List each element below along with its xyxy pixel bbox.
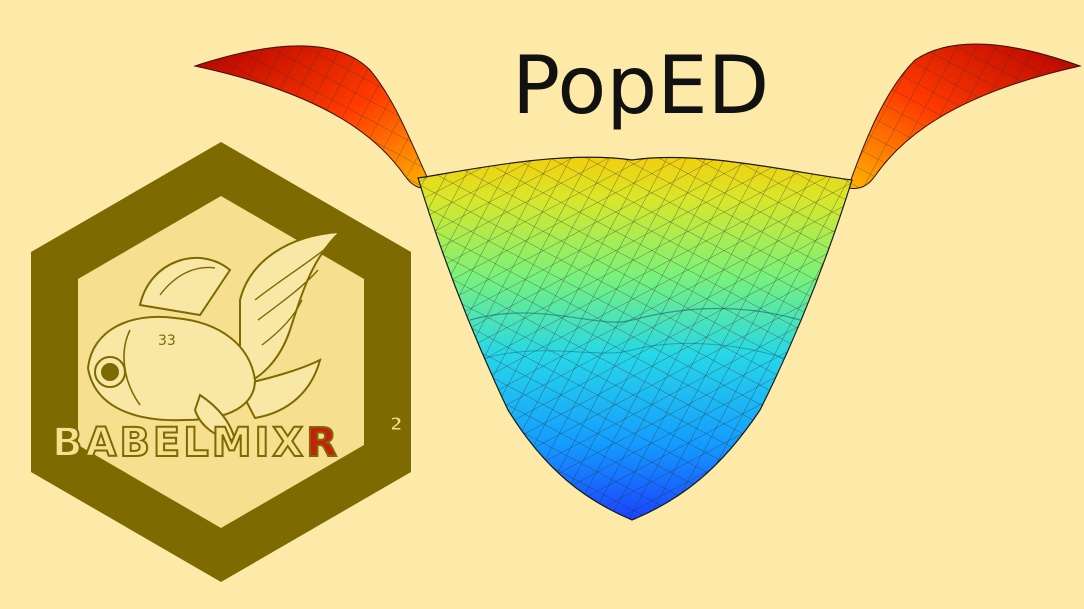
logo-superscript: 2 <box>390 414 403 435</box>
svg-text:33: 33 <box>158 333 176 349</box>
page-title: PopED <box>512 39 770 132</box>
logo-wordmark: BABELMIXR 2 <box>51 414 403 468</box>
babelmix-logo: 33 BABELMIXR 2 <box>31 142 411 582</box>
surface-bowl-outline <box>417 156 853 521</box>
logo-wordmark-accent: R <box>306 420 340 466</box>
goldfish-icon: 33 <box>86 230 343 442</box>
logo-wordmark-text: BABELMIXR <box>52 420 340 466</box>
